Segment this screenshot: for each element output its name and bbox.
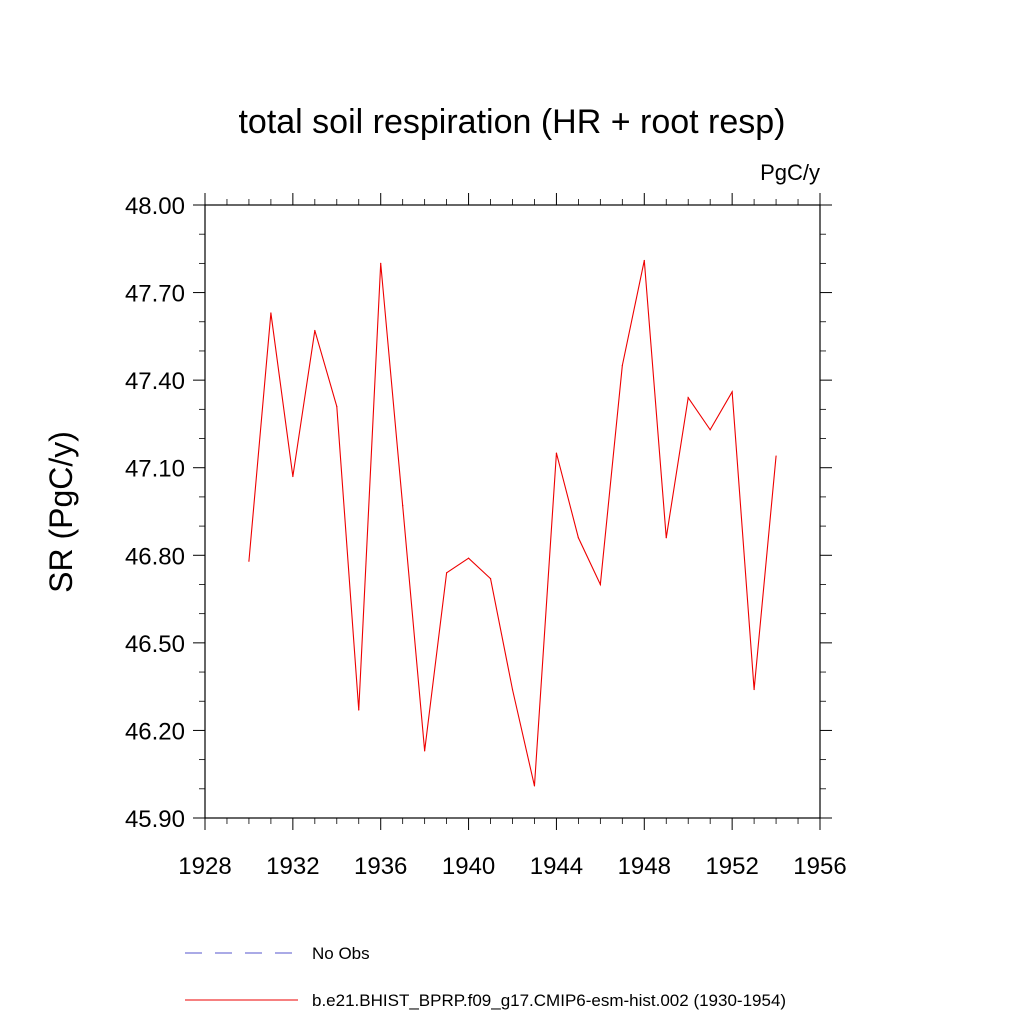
x-tick-label: 1940 bbox=[442, 853, 495, 880]
units-label: PgC/y bbox=[760, 160, 820, 185]
y-tick-label: 46.20 bbox=[125, 718, 185, 745]
data-point bbox=[577, 537, 579, 539]
data-point bbox=[731, 391, 733, 393]
data-point bbox=[687, 397, 689, 399]
x-tick-label: 1928 bbox=[178, 853, 231, 880]
data-point bbox=[775, 455, 777, 457]
axes: 1928 1932 1936 1940 1944 1948 1952 1956 45.90 46.… bbox=[125, 193, 847, 880]
x-tick-label: 1956 bbox=[793, 853, 846, 880]
data-point bbox=[358, 709, 360, 711]
series-line-1 bbox=[248, 260, 777, 787]
y-tick-label: 48.00 bbox=[125, 193, 185, 220]
data-point bbox=[709, 429, 711, 431]
data-point bbox=[665, 537, 667, 539]
y-tick-label: 45.90 bbox=[125, 806, 185, 833]
y-tick-label: 46.50 bbox=[125, 631, 185, 658]
data-point bbox=[314, 329, 316, 332]
legend: No Obs b.e21.BHIST_BPRP.f09_g17.CMIP6-esm… bbox=[185, 944, 786, 1010]
legend-label-1: b.e21.BHIST_BPRP.f09_g17.CMIP6-esm-hist.… bbox=[312, 991, 786, 1010]
plot-frame bbox=[204, 204, 821, 819]
x-tick-label: 1932 bbox=[266, 853, 319, 880]
data-point bbox=[424, 750, 426, 752]
data-point bbox=[599, 583, 601, 586]
data-point bbox=[533, 785, 536, 787]
y-tick-label: 47.10 bbox=[125, 456, 185, 483]
data-point bbox=[555, 452, 558, 454]
data-point bbox=[467, 557, 470, 559]
data-point bbox=[380, 262, 382, 264]
data-point bbox=[446, 572, 448, 574]
data-point bbox=[489, 578, 492, 580]
data-point bbox=[336, 405, 338, 408]
x-tick-label: 1944 bbox=[530, 853, 583, 880]
data-point bbox=[621, 364, 623, 367]
data-point bbox=[248, 560, 250, 562]
x-tick-label: 1936 bbox=[354, 853, 407, 880]
data-point bbox=[753, 688, 755, 691]
x-tick-label: 1952 bbox=[705, 853, 758, 880]
y-tick-label: 47.40 bbox=[125, 368, 185, 395]
x-tick-label: 1948 bbox=[618, 853, 671, 880]
data-point bbox=[292, 475, 294, 478]
data-point bbox=[511, 688, 514, 691]
plot-area bbox=[248, 259, 777, 787]
y-axis-label: SR (PgC/y) bbox=[43, 431, 79, 593]
data-point bbox=[270, 312, 272, 314]
y-tick-label: 46.80 bbox=[125, 543, 185, 570]
y-tick-label: 47.70 bbox=[125, 281, 185, 308]
legend-label-0: No Obs bbox=[312, 944, 370, 963]
data-point bbox=[643, 259, 645, 262]
data-point bbox=[402, 505, 404, 507]
chart-title: total soil respiration (HR + root resp) bbox=[238, 103, 785, 141]
